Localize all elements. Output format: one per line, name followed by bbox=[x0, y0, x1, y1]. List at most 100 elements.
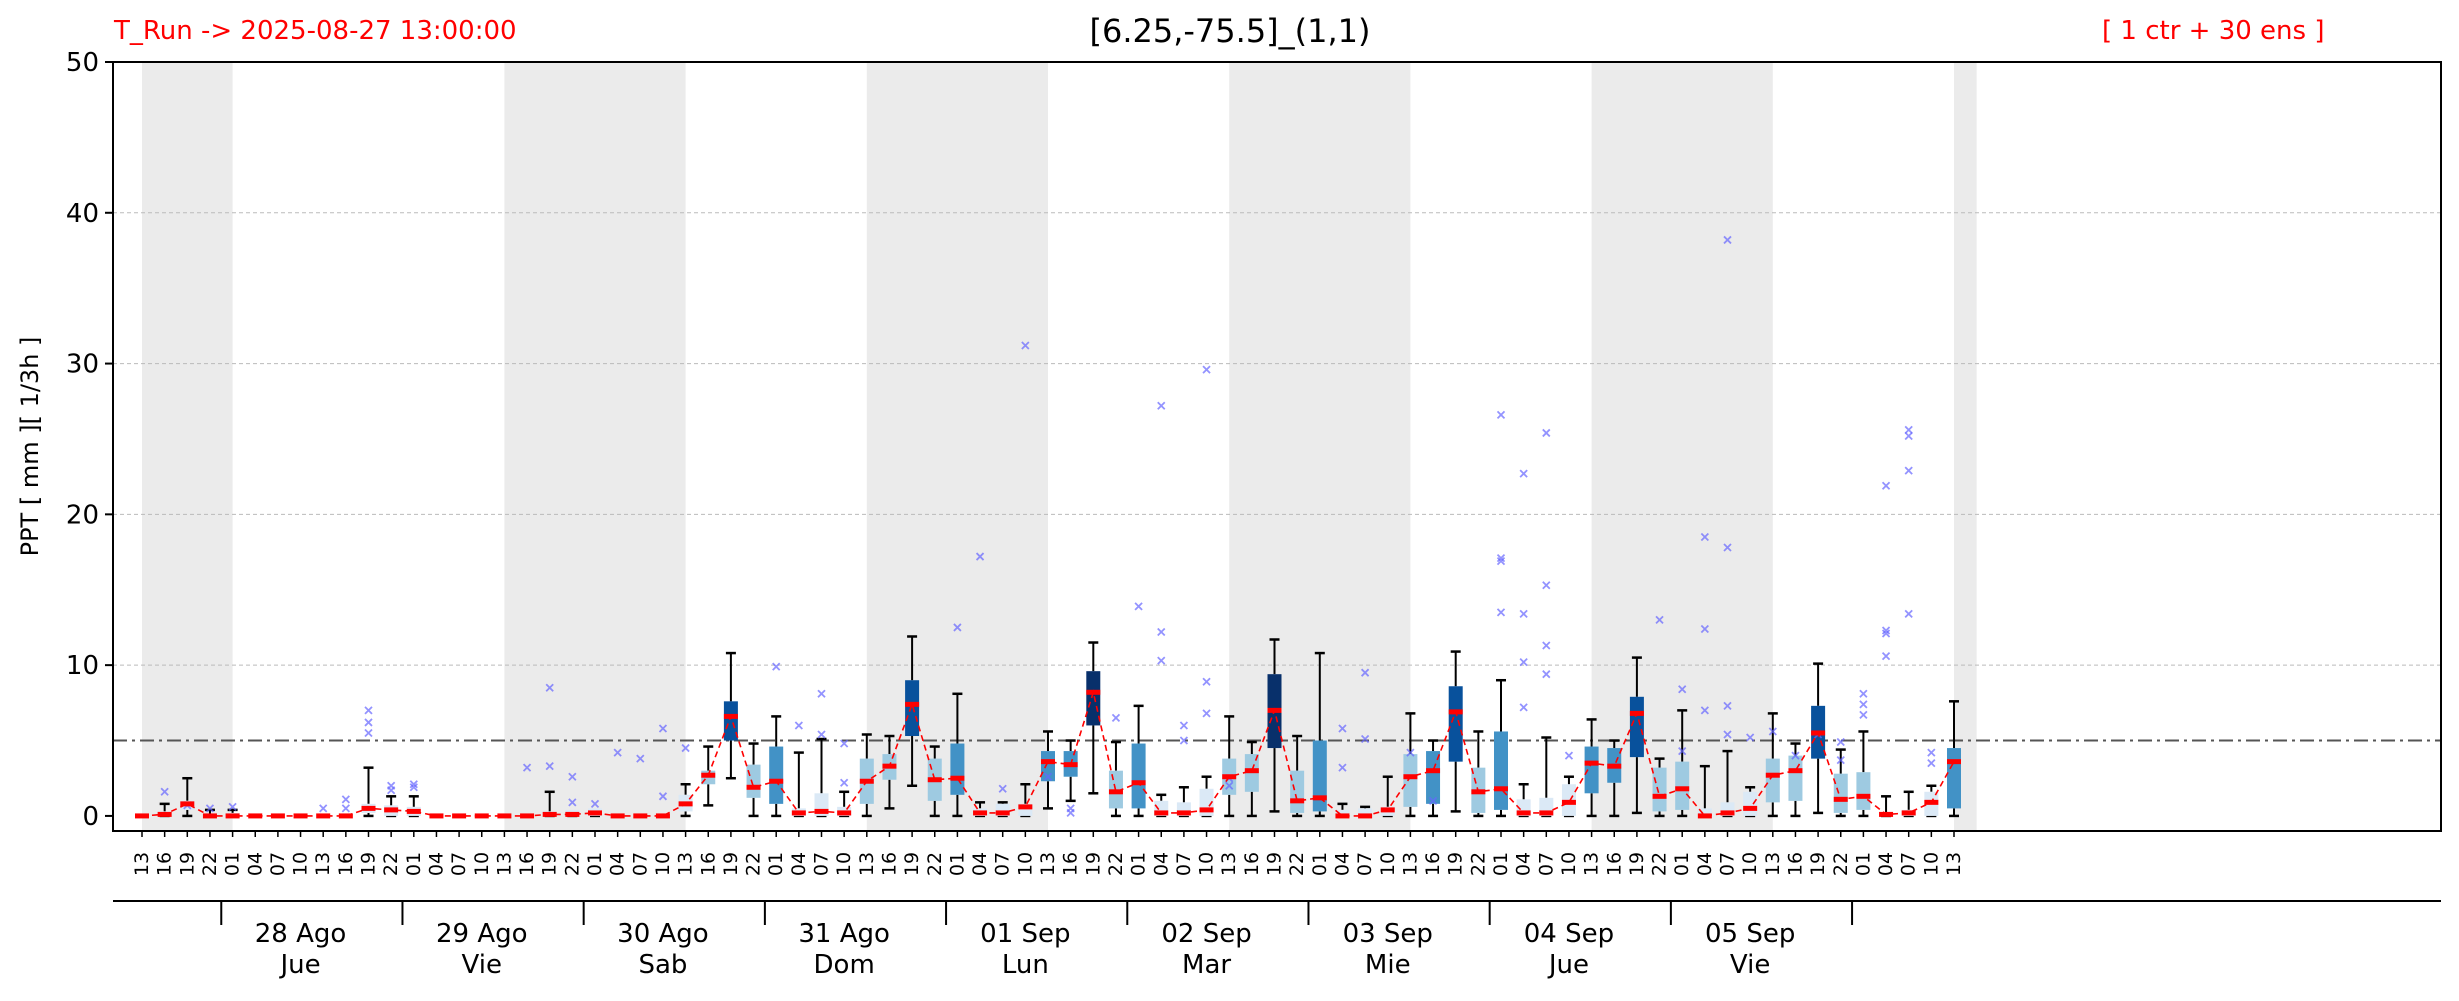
median-marker bbox=[1131, 780, 1146, 786]
outlier-marker bbox=[1881, 481, 1891, 490]
x-tick-label: 22 bbox=[561, 852, 583, 876]
median-marker bbox=[633, 813, 648, 819]
median-marker bbox=[384, 807, 399, 813]
x-tick-label: 10 bbox=[1014, 852, 1036, 876]
x-tick-label: 13 bbox=[856, 852, 878, 876]
outlier-marker bbox=[1406, 748, 1415, 757]
x-tick-label: 07 bbox=[1173, 852, 1195, 876]
median-marker bbox=[655, 813, 670, 819]
median-marker bbox=[180, 801, 195, 807]
x-tick-label: 01 bbox=[584, 852, 606, 876]
day-date-label: 01 Sep bbox=[980, 919, 1070, 949]
outlier-marker bbox=[568, 798, 577, 807]
median-marker bbox=[1833, 796, 1848, 802]
outlier-marker bbox=[409, 780, 418, 789]
x-tick-label: 22 bbox=[743, 852, 765, 876]
outlier-marker bbox=[636, 754, 645, 763]
x-tick-label: 19 bbox=[1445, 852, 1467, 876]
outlier-marker bbox=[1157, 401, 1166, 410]
box bbox=[1833, 773, 1848, 813]
outlier-marker bbox=[1678, 746, 1687, 756]
x-tick-label: 16 bbox=[1422, 852, 1444, 876]
box bbox=[1697, 808, 1712, 816]
box bbox=[950, 743, 965, 795]
x-tick-label: 07 bbox=[629, 852, 651, 876]
night-band bbox=[142, 62, 233, 831]
median-marker bbox=[1222, 774, 1237, 780]
x-tick-label: 10 bbox=[1739, 852, 1761, 876]
outlier-marker bbox=[817, 730, 826, 739]
median-marker bbox=[1018, 804, 1033, 810]
median-marker bbox=[1947, 759, 1961, 765]
x-tick-label: 16 bbox=[1784, 852, 1806, 876]
median-marker bbox=[1901, 810, 1916, 816]
x-tick-label: 10 bbox=[1377, 852, 1399, 876]
x-tick-label: 04 bbox=[1513, 852, 1535, 876]
outlier-marker bbox=[1134, 602, 1143, 611]
median-marker bbox=[927, 777, 942, 783]
median-marker bbox=[973, 810, 988, 816]
outlier-marker bbox=[1859, 710, 1868, 720]
night-band bbox=[1954, 62, 1977, 831]
median-marker bbox=[1312, 795, 1327, 801]
median-marker bbox=[497, 813, 512, 819]
outlier-marker bbox=[840, 739, 849, 748]
x-tick-label: 07 bbox=[811, 852, 833, 876]
median-marker bbox=[1108, 789, 1123, 795]
median-marker bbox=[1176, 810, 1191, 816]
outlier-marker bbox=[1202, 365, 1211, 374]
median-marker bbox=[769, 778, 784, 784]
x-tick-label: 22 bbox=[1830, 852, 1852, 876]
day-date-label: 05 Sep bbox=[1705, 919, 1795, 949]
median-marker bbox=[1494, 786, 1508, 792]
median-marker bbox=[950, 775, 965, 781]
night-band bbox=[504, 62, 686, 831]
outlier-marker bbox=[1700, 532, 1709, 542]
median-marker bbox=[1629, 710, 1644, 716]
day-weekday-label: Vie bbox=[1730, 950, 1770, 980]
median-marker bbox=[1426, 768, 1441, 774]
outlier-marker bbox=[1542, 581, 1551, 590]
x-tick-label: 01 bbox=[1490, 852, 1512, 876]
median-marker bbox=[1584, 760, 1599, 766]
x-tick-label: 01 bbox=[1309, 852, 1331, 876]
outlier-marker bbox=[387, 786, 396, 795]
median-marker bbox=[995, 810, 1010, 816]
median-marker bbox=[1380, 807, 1395, 813]
outlier-marker bbox=[794, 721, 803, 730]
x-tick-label: 13 bbox=[1037, 852, 1059, 876]
x-tick-label: 22 bbox=[1105, 852, 1127, 876]
outlier-marker bbox=[1542, 641, 1551, 650]
median-marker bbox=[316, 813, 331, 819]
box bbox=[1403, 754, 1418, 807]
outlier-marker bbox=[998, 784, 1007, 793]
median-marker bbox=[270, 813, 285, 819]
outlier-marker bbox=[1111, 713, 1121, 723]
box bbox=[1426, 751, 1441, 804]
outlier-marker bbox=[1428, 796, 1438, 805]
median-marker bbox=[746, 784, 761, 790]
outlier-marker bbox=[205, 804, 215, 813]
x-tick-label: 01 bbox=[946, 852, 968, 876]
outlier-marker bbox=[1496, 553, 1506, 563]
median-marker bbox=[678, 801, 693, 807]
median-marker bbox=[701, 772, 716, 778]
x-tick-label: 16 bbox=[697, 852, 719, 876]
median-marker bbox=[1358, 813, 1373, 819]
outlier-marker bbox=[160, 787, 169, 796]
median-marker bbox=[135, 813, 149, 819]
median-marker bbox=[248, 813, 263, 819]
x-tick-label: 16 bbox=[878, 852, 900, 876]
box bbox=[905, 680, 920, 737]
x-tick-label: 13 bbox=[1218, 852, 1240, 876]
day-weekday-label: Jue bbox=[278, 950, 320, 980]
outlier-marker bbox=[1179, 736, 1189, 745]
outlier-marker bbox=[341, 804, 350, 813]
median-marker bbox=[1697, 813, 1712, 819]
median-marker bbox=[1290, 798, 1305, 804]
median-marker bbox=[157, 811, 172, 817]
median-marker bbox=[1652, 793, 1667, 799]
ensemble-count-label: [ 1 ctr + 30 ens ] bbox=[2102, 16, 2325, 46]
x-tick-label: 04 bbox=[607, 852, 629, 876]
